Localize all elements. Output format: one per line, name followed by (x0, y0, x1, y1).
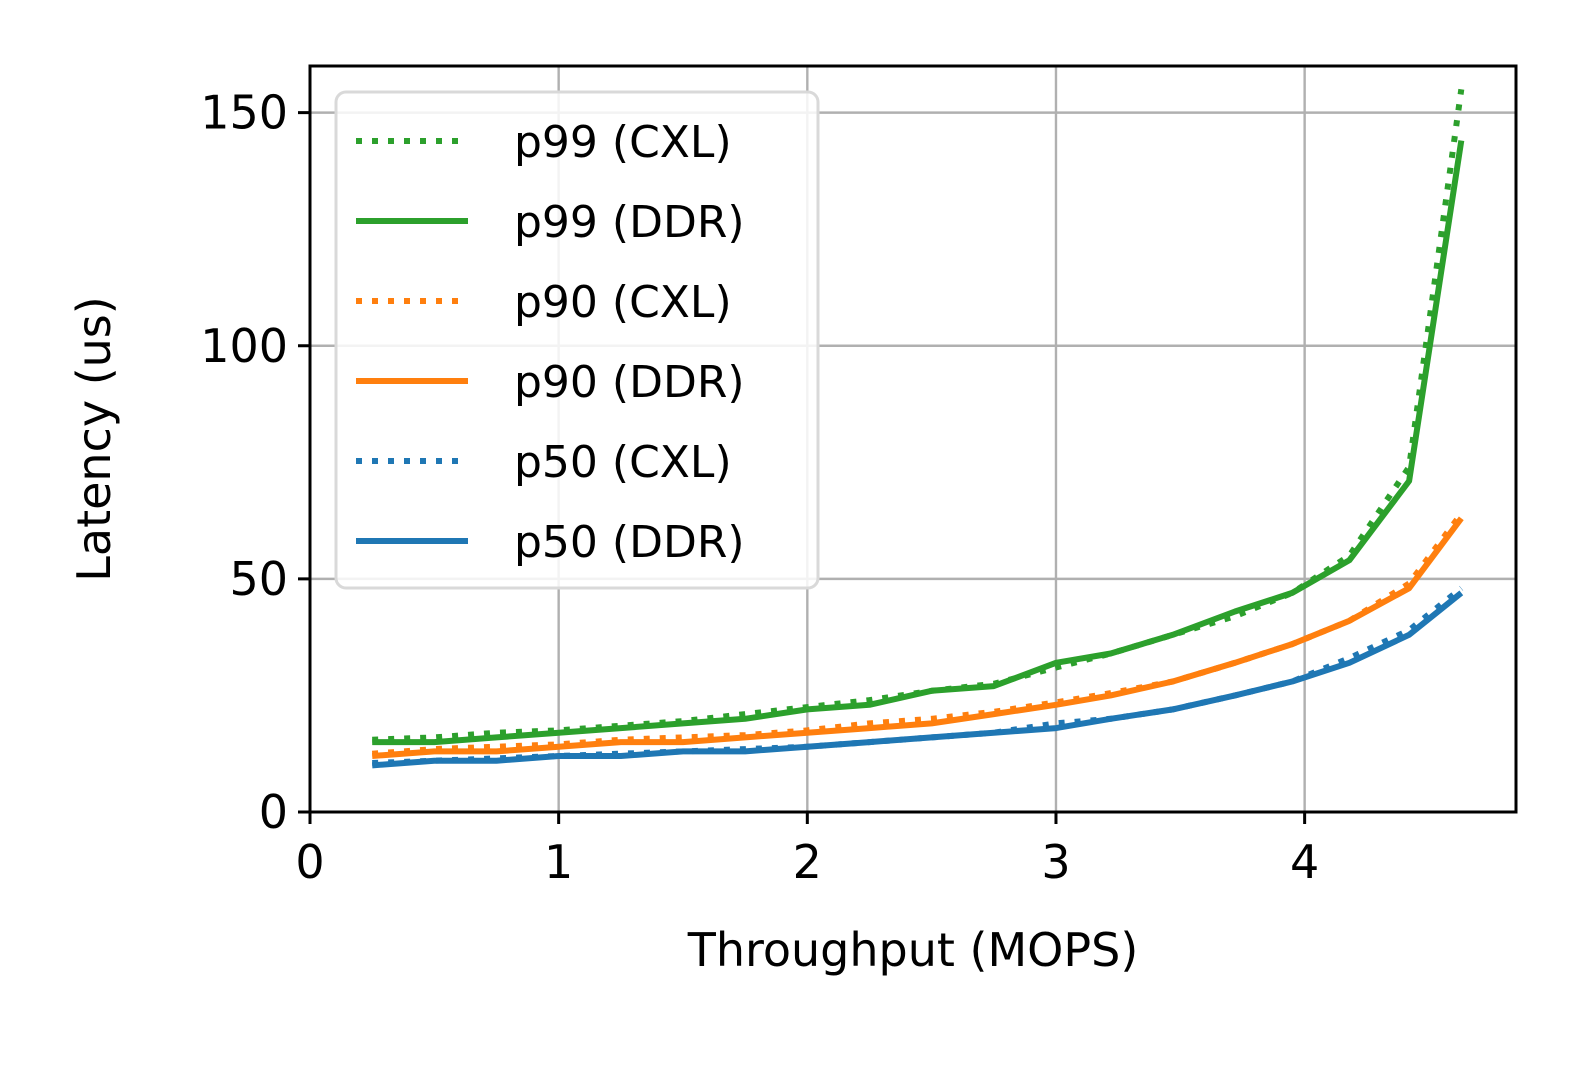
legend-label: p90 (CXL) (514, 277, 732, 328)
series-line-p90-cxl (371, 511, 1464, 757)
legend-label: p99 (CXL) (514, 117, 732, 168)
plot-frame (308, 64, 1518, 814)
legend-label: p90 (DDR) (514, 357, 745, 408)
x-tick-label: 3 (1041, 835, 1070, 889)
y-tick-label: 50 (229, 552, 288, 606)
x-axis-label: Throughput (MOPS) (687, 923, 1139, 977)
y-tick-label: 0 (259, 785, 288, 839)
legend-label: p99 (DDR) (514, 197, 745, 248)
axis-ticks: 0 1 2 3 4 0 50 100 150 (200, 86, 1319, 889)
y-tick-label: 150 (200, 86, 288, 140)
legend-label: p50 (CXL) (514, 437, 732, 488)
y-axis-label: Latency (us) (67, 296, 121, 581)
y-tick-label: 100 (200, 319, 288, 373)
series-line-p99-cxl (372, 88, 1465, 743)
legend: p99 (CXL) p99 (DDR) p90 (CXL) p90 (DDR) p50 … (334, 90, 820, 590)
x-tick-label: 4 (1290, 835, 1319, 889)
x-tick-label: 2 (793, 835, 822, 889)
x-tick-label: 1 (544, 835, 573, 889)
series-line-p50-cxl (372, 585, 1464, 766)
series-layer (371, 88, 1465, 769)
legend-label: p50 (DDR) (514, 517, 745, 568)
x-tick-label: 0 (295, 835, 324, 889)
